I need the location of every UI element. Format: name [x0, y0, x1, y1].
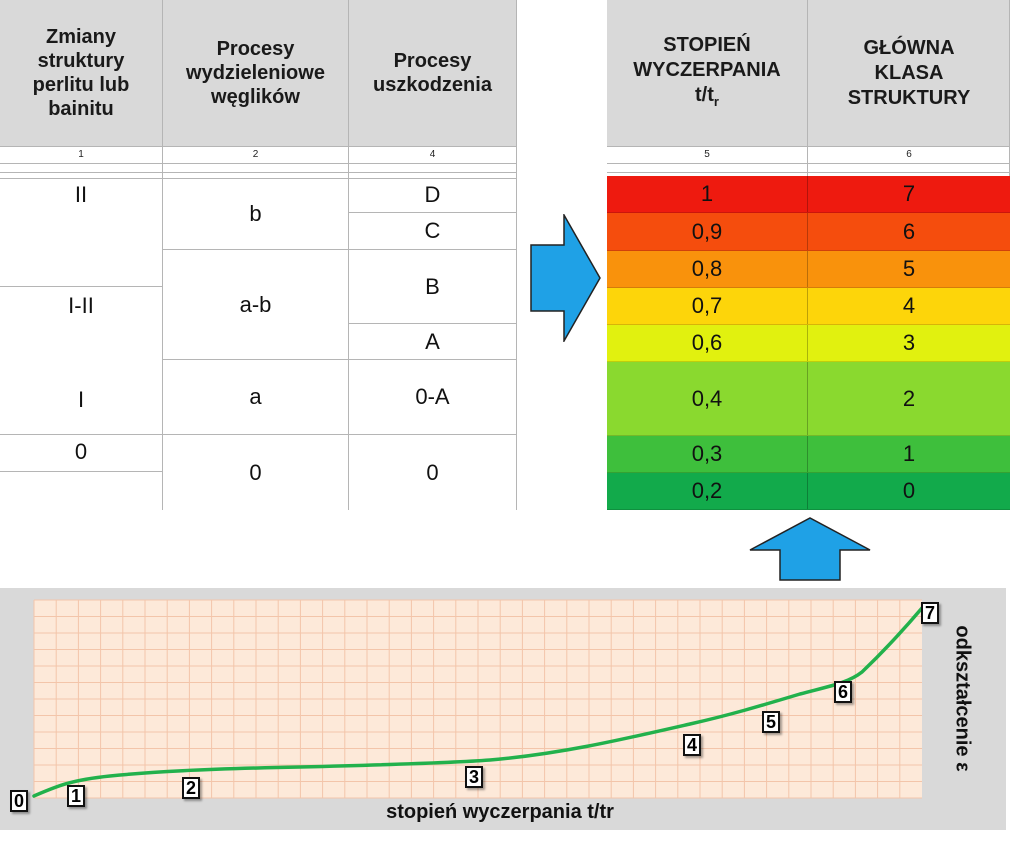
header-line: uszkodzenia: [373, 74, 492, 96]
point-label-2: 2: [182, 777, 200, 799]
class-cell: 0: [902, 478, 916, 503]
class-row: 0,8 5: [607, 251, 1010, 288]
damage-cell: A: [425, 328, 440, 354]
carbide-cell: a: [249, 384, 262, 409]
damage-cell: 0: [426, 459, 439, 485]
degree-cell: 0,3: [691, 441, 723, 466]
formula-base: t/t: [695, 83, 714, 106]
structure-class-cell: II: [74, 182, 88, 207]
formula-subscript: r: [713, 93, 719, 109]
class-row: 0,7 4: [607, 288, 1010, 325]
class-cell: 1: [902, 441, 916, 466]
point-label-4: 4: [683, 734, 701, 756]
point-label-7: 7: [921, 602, 939, 624]
class-row: 0,6 3: [607, 325, 1010, 362]
carbide-cell: a-b: [239, 291, 272, 317]
point-label-3: 3: [465, 766, 483, 788]
header-line: struktury: [37, 50, 125, 72]
class-cell: 6: [902, 218, 916, 244]
header-line: WYCZERPANIA: [633, 58, 781, 81]
degree-cell: 0,7: [691, 293, 723, 318]
damage-cell: C: [424, 218, 441, 243]
class-cell: 4: [902, 293, 916, 318]
header-exhaustion-degree: STOPIEŃ WYCZERPANIA t/tr: [607, 0, 807, 146]
up-arrow-icon: [749, 517, 871, 581]
header-formula: t/tr: [695, 83, 719, 114]
header-line: wydzieleniowe: [186, 62, 325, 84]
point-label-1: 1: [67, 785, 85, 807]
header-line: STOPIEŃ: [663, 33, 751, 56]
class-cell: 7: [902, 181, 916, 206]
damage-cell: D: [424, 182, 441, 207]
carbide-cell: b: [249, 200, 262, 226]
header-line: KLASA: [874, 61, 944, 84]
class-row: 0,9 6: [607, 213, 1010, 251]
degree-cell: 1: [700, 181, 714, 206]
y-axis-label-wrap: odkształcenie ε: [940, 603, 984, 793]
degree-cell: 0,6: [691, 330, 723, 355]
degree-cell: 0,8: [691, 256, 723, 281]
damage-cell: B: [425, 273, 440, 299]
right-table: STOPIEŃ WYCZERPANIA t/tr GŁÓWNA KLASA ST…: [607, 0, 1010, 512]
col-number: 6: [906, 149, 912, 160]
class-row: 0,2 0: [607, 473, 1010, 510]
right-arrow-icon: [530, 214, 601, 342]
class-cell: 2: [902, 385, 916, 411]
header-line: Procesy: [216, 38, 295, 60]
structure-class-cell: 0: [74, 439, 88, 464]
header-structure-changes: Zmiany struktury perlitu lub bainitu: [0, 0, 162, 146]
class-row: 0,4 2: [607, 362, 1010, 436]
point-label-0: 0: [10, 790, 28, 812]
header-carbide-processes: Procesy wydzieleniowe węglików: [163, 0, 348, 146]
header-line: perlitu lub: [32, 74, 130, 96]
strain-chart: 0 1 2 3 4 5 6 7 stopień wyczerpania t/tr…: [0, 588, 1010, 841]
carbide-cell: 0: [249, 459, 262, 485]
class-rows: 1 7 0,9 6 0,8 5 0,7 4 0,6 3 0,4 2 0,3 1 0,2 0: [607, 176, 1010, 512]
col-number: 4: [429, 149, 436, 160]
class-row: 0,3 1: [607, 436, 1010, 473]
degree-cell: 0,2: [691, 478, 723, 503]
col-number: 2: [252, 149, 259, 160]
header-line: bainitu: [48, 98, 114, 120]
point-label-6: 6: [834, 681, 852, 703]
col-number: 5: [704, 149, 710, 160]
structure-class-cell: I: [77, 387, 85, 412]
header-line: węglików: [211, 86, 300, 108]
header-line: Zmiany: [45, 26, 117, 48]
y-axis-label: odkształcenie ε: [951, 624, 974, 772]
header-main-structure-class: GŁÓWNA KLASA STRUKTURY: [808, 0, 1010, 146]
chart-svg: [0, 588, 1006, 830]
header-line: GŁÓWNA: [863, 36, 955, 59]
degree-cell: 0,9: [691, 218, 723, 244]
header-line: Procesy: [393, 50, 472, 72]
header-damage-processes: Procesy uszkodzenia: [349, 0, 516, 146]
point-label-5: 5: [762, 711, 780, 733]
class-cell: 5: [902, 256, 916, 281]
x-axis-label: stopień wyczerpania t/tr: [386, 801, 614, 823]
structure-class-cell: I-II: [68, 293, 94, 318]
degree-cell: 0,4: [691, 385, 723, 411]
left-table: Zmiany struktury perlitu lub bainitu Pro…: [0, 0, 517, 510]
class-cell: 3: [902, 330, 916, 355]
col-number: 1: [78, 149, 84, 160]
damage-cell: 0-A: [415, 384, 450, 409]
header-line: STRUKTURY: [847, 86, 971, 109]
